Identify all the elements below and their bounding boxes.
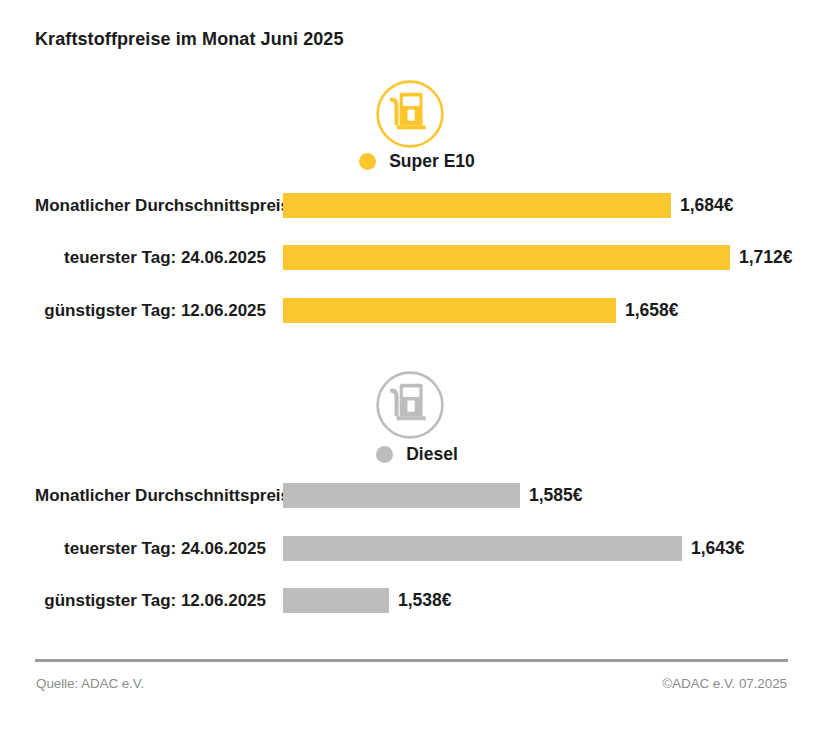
bar-row-diesel-average: Monatlicher Durchschnittspreis 1,585€ bbox=[35, 483, 583, 508]
footer-divider bbox=[35, 659, 788, 662]
category-label: teuerster Tag: 24.06.2025 bbox=[35, 248, 266, 268]
value-label: 1,658€ bbox=[625, 300, 679, 321]
legend-super-e10: Super E10 bbox=[0, 151, 834, 172]
value-label: 1,712€ bbox=[739, 247, 793, 268]
legend-label-diesel: Diesel bbox=[406, 444, 458, 465]
bar-row-super-average: Monatlicher Durchschnittspreis 1,684€ bbox=[35, 193, 734, 218]
fuel-pump-icon bbox=[374, 369, 446, 441]
chart-title: Kraftstoffpreise im Monat Juni 2025 bbox=[35, 29, 344, 50]
value-label: 1,538€ bbox=[398, 590, 452, 611]
value-label: 1,684€ bbox=[680, 195, 734, 216]
value-label: 1,585€ bbox=[529, 485, 583, 506]
category-label: günstigster Tag: 12.06.2025 bbox=[35, 591, 266, 611]
bar-super-average bbox=[283, 193, 671, 218]
category-label: Monatlicher Durchschnittspreis bbox=[35, 196, 266, 216]
legend-diesel: Diesel bbox=[0, 444, 834, 465]
value-label: 1,643€ bbox=[691, 538, 745, 559]
bar-diesel-max bbox=[283, 536, 682, 561]
copyright-text: ©ADAC e.V. 07.2025 bbox=[662, 676, 787, 691]
category-label: teuerster Tag: 24.06.2025 bbox=[35, 539, 266, 559]
bar-diesel-average bbox=[283, 483, 520, 508]
bar-row-super-max: teuerster Tag: 24.06.2025 1,712€ bbox=[35, 245, 793, 270]
legend-dot-super bbox=[359, 153, 376, 170]
bar-row-diesel-min: günstigster Tag: 12.06.2025 1,538€ bbox=[35, 588, 452, 613]
category-label: günstigster Tag: 12.06.2025 bbox=[35, 301, 266, 321]
bar-row-diesel-max: teuerster Tag: 24.06.2025 1,643€ bbox=[35, 536, 745, 561]
category-label: Monatlicher Durchschnittspreis bbox=[35, 486, 266, 506]
bar-super-min bbox=[283, 298, 616, 323]
bar-diesel-min bbox=[283, 588, 389, 613]
bar-row-super-min: günstigster Tag: 12.06.2025 1,658€ bbox=[35, 298, 679, 323]
fuel-pump-icon bbox=[374, 78, 446, 150]
source-text: Quelle: ADAC e.V. bbox=[36, 676, 144, 691]
bar-super-max bbox=[283, 245, 730, 270]
legend-dot-diesel bbox=[376, 446, 393, 463]
legend-label-super: Super E10 bbox=[389, 151, 475, 172]
